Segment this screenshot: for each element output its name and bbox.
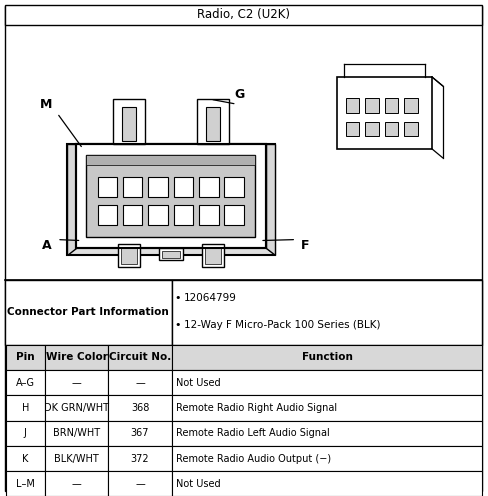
Bar: [172, 345, 482, 370]
Text: •: •: [175, 320, 182, 330]
Bar: [172, 370, 482, 395]
Polygon shape: [266, 144, 275, 255]
Text: Remote Radio Audio Output (−): Remote Radio Audio Output (−): [176, 453, 331, 464]
Bar: [404, 122, 418, 136]
Text: L–M: L–M: [16, 479, 35, 489]
Bar: [172, 395, 482, 421]
Bar: [86, 155, 255, 165]
Text: A–G: A–G: [16, 377, 35, 388]
Polygon shape: [67, 144, 76, 255]
Text: BRN/WHT: BRN/WHT: [53, 428, 100, 438]
Text: 12064799: 12064799: [184, 293, 237, 303]
Text: 12-Way F Micro-Pack 100 Series (BLK): 12-Way F Micro-Pack 100 Series (BLK): [184, 320, 381, 330]
Text: 367: 367: [131, 428, 149, 438]
Bar: [199, 177, 219, 197]
Bar: [224, 205, 244, 225]
Text: Connector Part Information: Connector Part Information: [7, 308, 169, 317]
Bar: [159, 248, 183, 260]
Bar: [108, 345, 172, 370]
Bar: [123, 177, 142, 197]
Bar: [86, 155, 255, 237]
Bar: [385, 98, 398, 113]
Bar: [204, 248, 221, 264]
Bar: [6, 421, 45, 446]
Text: M: M: [40, 98, 53, 111]
Bar: [67, 144, 275, 255]
Bar: [174, 205, 193, 225]
Text: Remote Radio Right Audio Signal: Remote Radio Right Audio Signal: [176, 403, 337, 413]
Text: Not Used: Not Used: [176, 377, 220, 388]
Bar: [199, 205, 219, 225]
Bar: [98, 205, 117, 225]
Bar: [172, 446, 482, 471]
Bar: [45, 345, 108, 370]
Bar: [45, 395, 108, 421]
Bar: [121, 248, 137, 264]
Text: —: —: [72, 479, 81, 489]
Bar: [174, 177, 193, 197]
Bar: [122, 107, 136, 141]
Bar: [6, 395, 45, 421]
Bar: [123, 205, 142, 225]
Bar: [404, 98, 418, 113]
Bar: [76, 144, 266, 248]
Text: Function: Function: [302, 352, 352, 363]
Bar: [365, 122, 379, 136]
Text: Remote Radio Left Audio Signal: Remote Radio Left Audio Signal: [176, 428, 329, 438]
Bar: [224, 177, 244, 197]
Text: J: J: [24, 428, 27, 438]
Text: K: K: [22, 453, 29, 464]
Text: G: G: [234, 88, 244, 101]
Bar: [98, 177, 117, 197]
Bar: [108, 471, 172, 496]
Bar: [148, 205, 168, 225]
Bar: [118, 244, 140, 267]
Text: H: H: [21, 403, 29, 413]
Bar: [172, 280, 482, 345]
Bar: [162, 251, 180, 258]
Bar: [365, 98, 379, 113]
Bar: [6, 471, 45, 496]
Text: 368: 368: [131, 403, 149, 413]
Bar: [172, 421, 482, 446]
Bar: [108, 395, 172, 421]
Text: Pin: Pin: [16, 352, 35, 363]
Text: —: —: [72, 377, 81, 388]
Text: A: A: [41, 239, 51, 252]
Text: DK GRN/WHT: DK GRN/WHT: [44, 403, 109, 413]
Bar: [5, 280, 172, 345]
Bar: [5, 5, 482, 25]
Bar: [206, 107, 220, 141]
Bar: [113, 99, 145, 144]
Bar: [45, 370, 108, 395]
Bar: [76, 144, 266, 248]
Bar: [108, 446, 172, 471]
Text: Not Used: Not Used: [176, 479, 220, 489]
Text: •: •: [175, 293, 182, 303]
Bar: [385, 122, 398, 136]
Bar: [108, 370, 172, 395]
Text: F: F: [301, 239, 309, 252]
Bar: [346, 98, 359, 113]
Bar: [148, 177, 168, 197]
Text: BLK/WHT: BLK/WHT: [54, 453, 99, 464]
Bar: [337, 77, 432, 149]
Bar: [6, 446, 45, 471]
Bar: [6, 370, 45, 395]
Text: 372: 372: [131, 453, 149, 464]
Bar: [45, 446, 108, 471]
Bar: [6, 345, 45, 370]
Text: Circuit No.: Circuit No.: [109, 352, 171, 363]
Text: Wire Color: Wire Color: [46, 352, 107, 363]
Bar: [346, 122, 359, 136]
Text: —: —: [135, 377, 145, 388]
Bar: [45, 421, 108, 446]
Text: Radio, C2 (U2K): Radio, C2 (U2K): [197, 8, 290, 21]
Bar: [202, 244, 224, 267]
Bar: [172, 471, 482, 496]
Text: —: —: [135, 479, 145, 489]
Bar: [108, 421, 172, 446]
Bar: [45, 471, 108, 496]
Bar: [197, 99, 228, 144]
